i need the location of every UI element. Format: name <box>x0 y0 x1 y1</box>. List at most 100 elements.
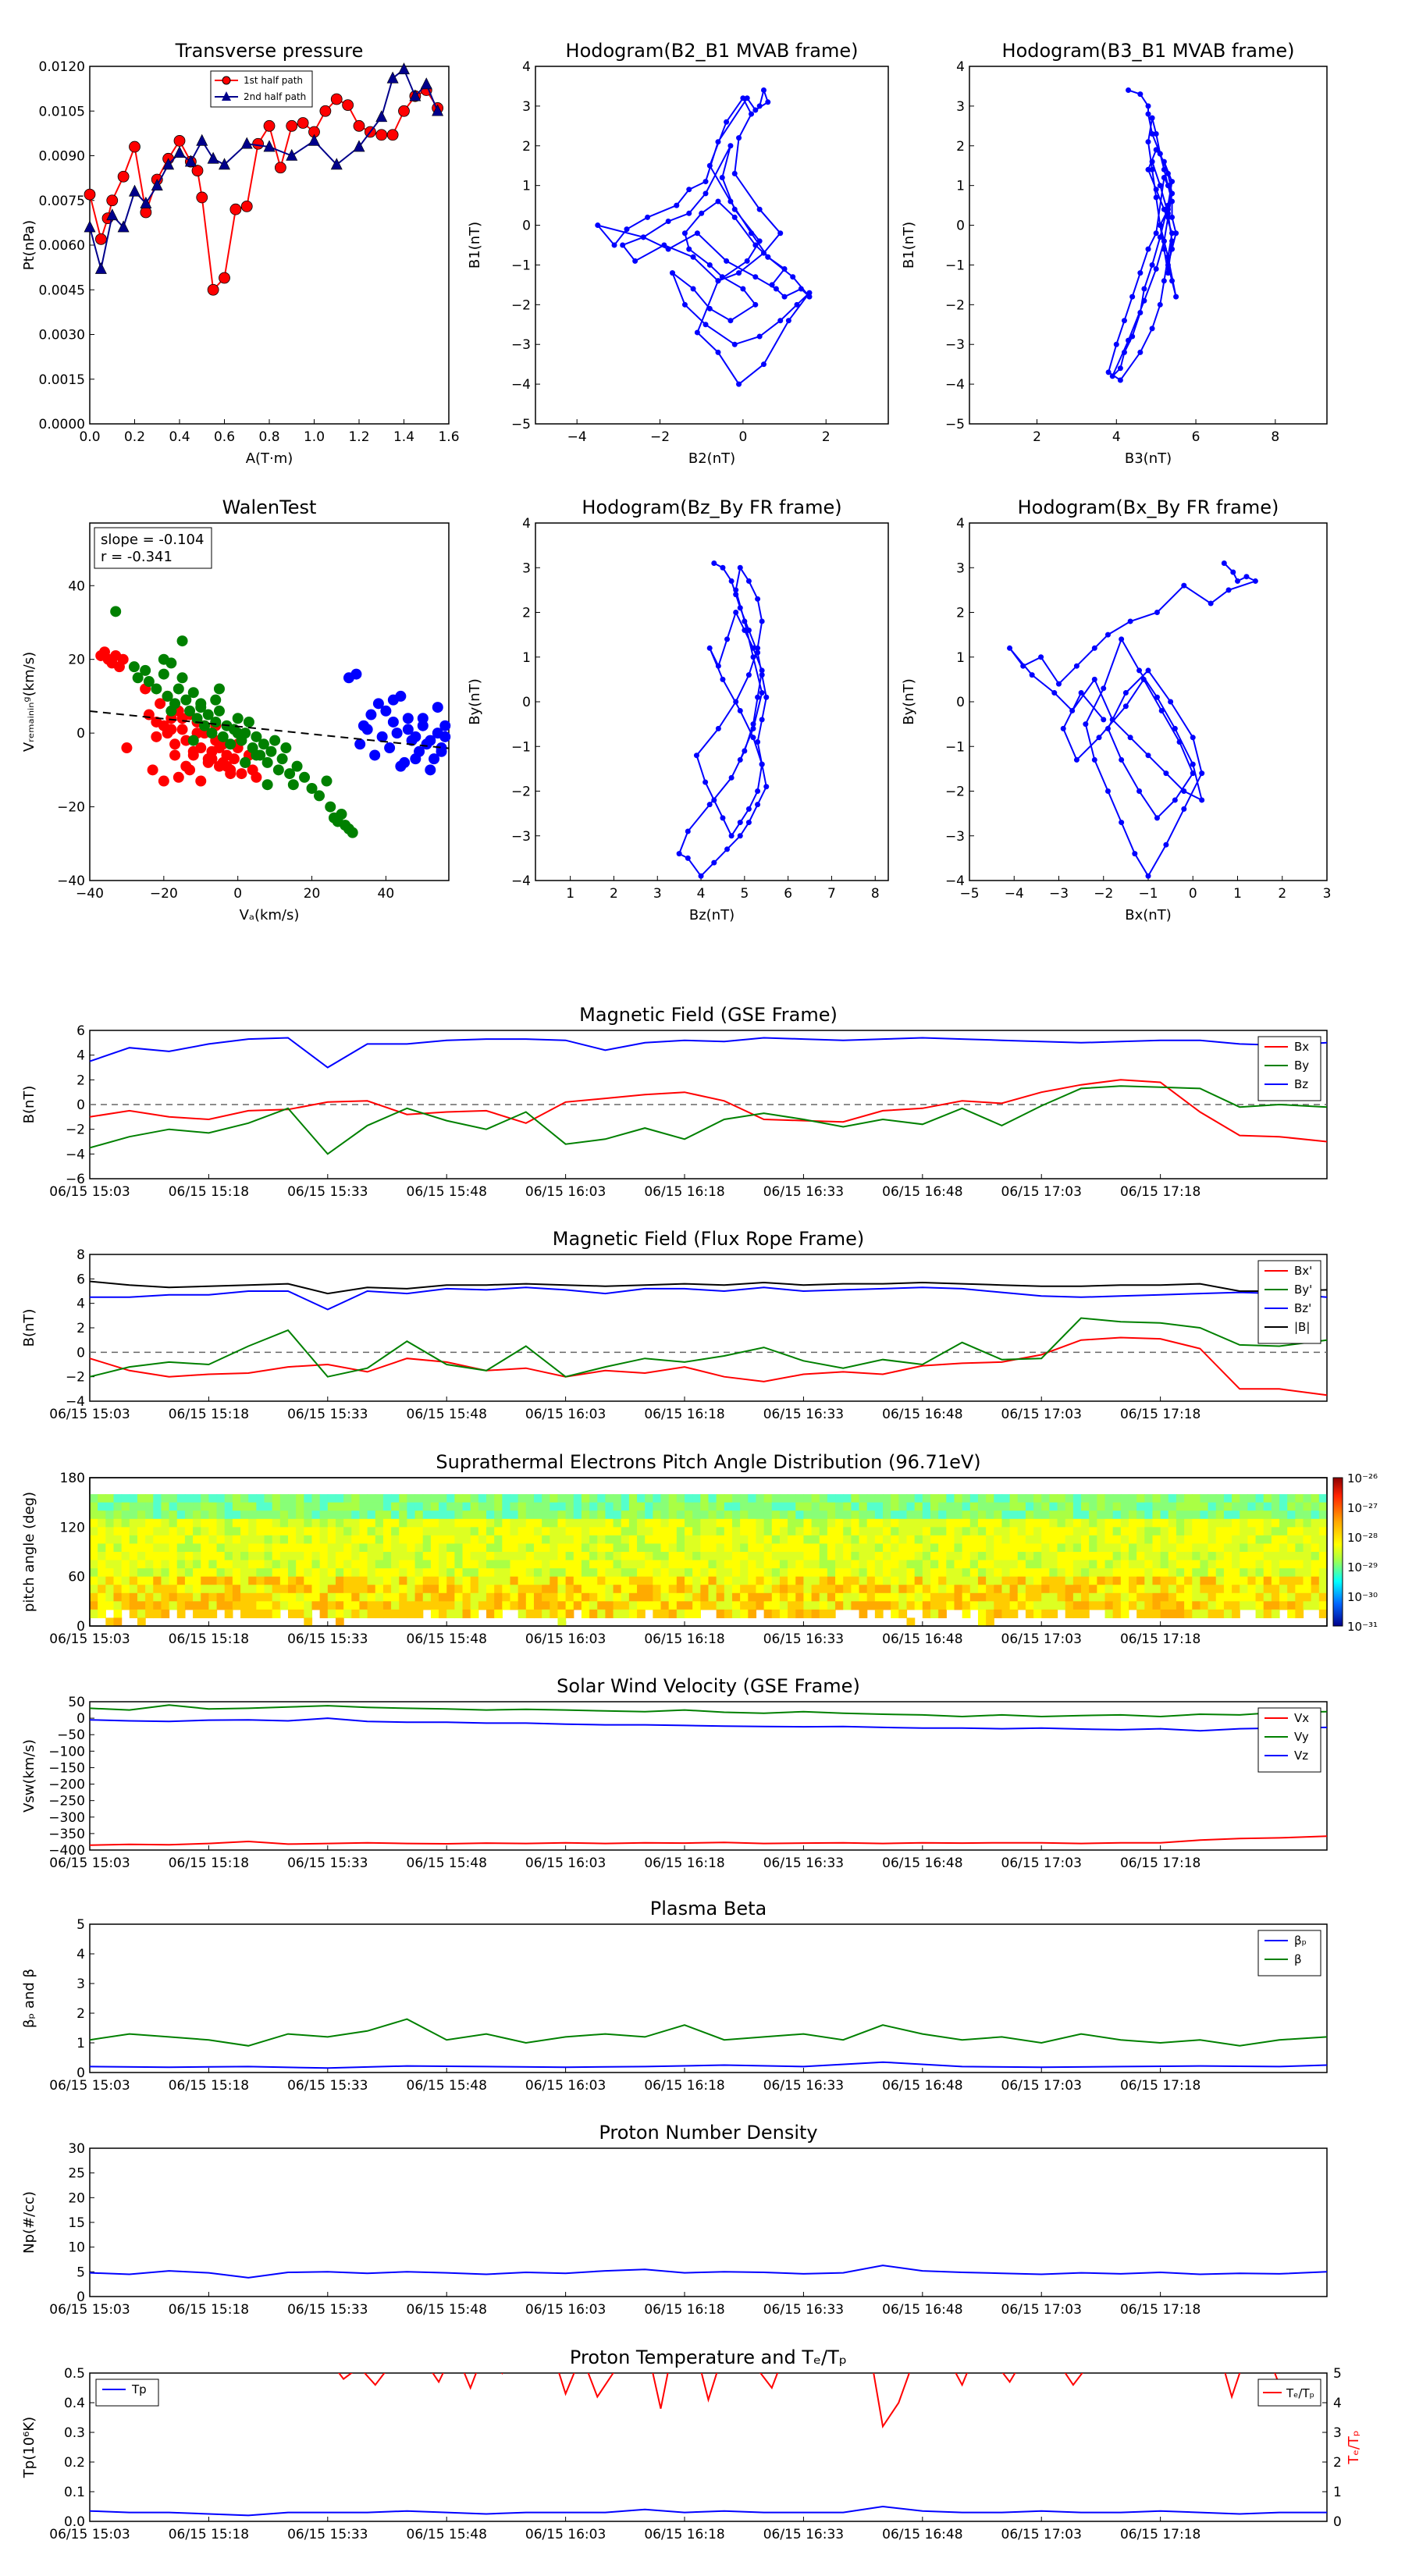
heatmap-cell <box>533 1527 542 1536</box>
heatmap-cell <box>351 1568 361 1578</box>
heatmap-cell <box>343 1510 352 1520</box>
heatmap-cell <box>874 1609 884 1619</box>
heatmap-cell <box>843 1601 852 1610</box>
heatmap-cell <box>685 1568 693 1578</box>
heatmap-cell <box>605 1494 614 1503</box>
data-point-s0-40 <box>1169 179 1176 185</box>
heatmap-cell <box>169 1510 178 1520</box>
heatmap-cell <box>731 1609 741 1619</box>
x-tick-label: 1.4 <box>393 429 414 445</box>
plot-frame <box>969 522 1328 881</box>
heatmap-cell <box>1001 1585 1011 1594</box>
heatmap-cell <box>891 1560 899 1569</box>
heatmap-cell <box>98 1585 106 1594</box>
heatmap-cell <box>1009 1585 1019 1594</box>
heatmap-cell <box>304 1560 313 1569</box>
data-point-s1-22 <box>409 89 422 101</box>
heatmap-cell <box>319 1518 329 1528</box>
heatmap-cell <box>946 1510 955 1520</box>
heatmap-cell <box>232 1535 241 1545</box>
heatmap-cell <box>1168 1552 1177 1561</box>
heatmap-cell <box>470 1592 479 1602</box>
heatmap-cell <box>407 1518 416 1528</box>
heatmap-cell <box>621 1494 630 1503</box>
data-point-s1-54 <box>158 653 169 665</box>
heatmap-cell <box>1255 1601 1264 1610</box>
data-point-s0-58 <box>1060 725 1066 731</box>
heatmap-cell <box>1176 1535 1185 1545</box>
heatmap-cell <box>1223 1576 1232 1585</box>
heatmap-cell <box>1136 1585 1145 1594</box>
heatmap-cell <box>1215 1592 1225 1602</box>
heatmap-cell <box>906 1494 916 1503</box>
heatmap-cell <box>414 1576 424 1585</box>
data-point-s0-19 <box>781 294 788 300</box>
chart-title: Proton Temperature and Tₑ/Tₚ <box>570 2347 847 2368</box>
heatmap-cell <box>422 1510 432 1520</box>
heatmap-cell <box>1097 1527 1106 1536</box>
heatmap-cell <box>494 1601 503 1610</box>
heatmap-cell <box>391 1535 400 1545</box>
x-tick-label: 06/15 15:48 <box>407 1631 487 1647</box>
heatmap-cell <box>938 1585 947 1594</box>
heatmap-cell <box>137 1494 146 1503</box>
data-point-s0-8 <box>1169 198 1176 205</box>
y-tick-label: 0 <box>522 695 531 710</box>
heatmap-cell <box>581 1527 590 1536</box>
heatmap-cell <box>676 1601 685 1610</box>
heatmap-cell <box>621 1585 630 1594</box>
heatmap-cell <box>414 1518 424 1528</box>
heatmap-cell <box>962 1494 971 1503</box>
data-point-s0-55 <box>1169 190 1176 197</box>
heatmap-cell <box>906 1527 916 1536</box>
data-point-s2-4 <box>372 698 384 710</box>
heatmap-cell <box>367 1568 376 1578</box>
heatmap-cell <box>1120 1568 1129 1578</box>
heatmap-cell <box>176 1568 186 1578</box>
data-point-s0-47 <box>1119 756 1125 763</box>
heatmap-cell <box>1017 1568 1026 1578</box>
heatmap-cell <box>1081 1535 1090 1545</box>
heatmap-cell <box>986 1518 994 1528</box>
heatmap-cell <box>1160 1585 1169 1594</box>
heatmap-cell <box>90 1601 98 1610</box>
heatmap-cell <box>304 1502 313 1511</box>
data-point-s0-55 <box>742 618 748 624</box>
heatmap-cell <box>557 1510 567 1520</box>
data-point-s0-15 <box>1020 663 1026 669</box>
heatmap-cell <box>248 1502 257 1511</box>
heatmap-cell <box>1303 1518 1312 1528</box>
heatmap-cell <box>731 1494 741 1503</box>
heatmap-cell <box>1104 1585 1114 1594</box>
heatmap-cell <box>502 1560 511 1569</box>
data-point-s0-61 <box>632 258 638 264</box>
x-tick-label: 4 <box>697 886 706 902</box>
heatmap-cell <box>240 1609 249 1619</box>
heatmap-cell <box>748 1494 757 1503</box>
heatmap-cell <box>1247 1560 1257 1569</box>
heatmap-cell <box>430 1592 439 1602</box>
heatmap-cell <box>1168 1543 1177 1553</box>
heatmap-cell <box>272 1568 281 1578</box>
heatmap-cell <box>771 1494 781 1503</box>
heatmap-cell <box>1247 1527 1257 1536</box>
heatmap-cell <box>1097 1568 1106 1578</box>
x-tick-label: 4 <box>1112 429 1121 445</box>
data-point-s0-61 <box>1149 166 1155 173</box>
heatmap-cell <box>930 1552 939 1561</box>
data-point-s0-32 <box>1101 685 1107 692</box>
heatmap-cell <box>533 1576 542 1585</box>
heatmap-cell <box>763 1585 773 1594</box>
data-point-s0-69 <box>1149 158 1155 165</box>
heatmap-cell <box>788 1527 796 1536</box>
heatmap-cell <box>510 1601 519 1610</box>
data-point-s1-12 <box>180 694 192 706</box>
heatmap-cell <box>240 1576 249 1585</box>
data-point-s0-35 <box>706 305 713 311</box>
heatmap-cell <box>866 1527 876 1536</box>
heatmap-cell <box>1041 1560 1050 1569</box>
heatmap-cell <box>866 1585 876 1594</box>
heatmap-cell <box>351 1543 361 1553</box>
heatmap-cell <box>1065 1552 1074 1561</box>
